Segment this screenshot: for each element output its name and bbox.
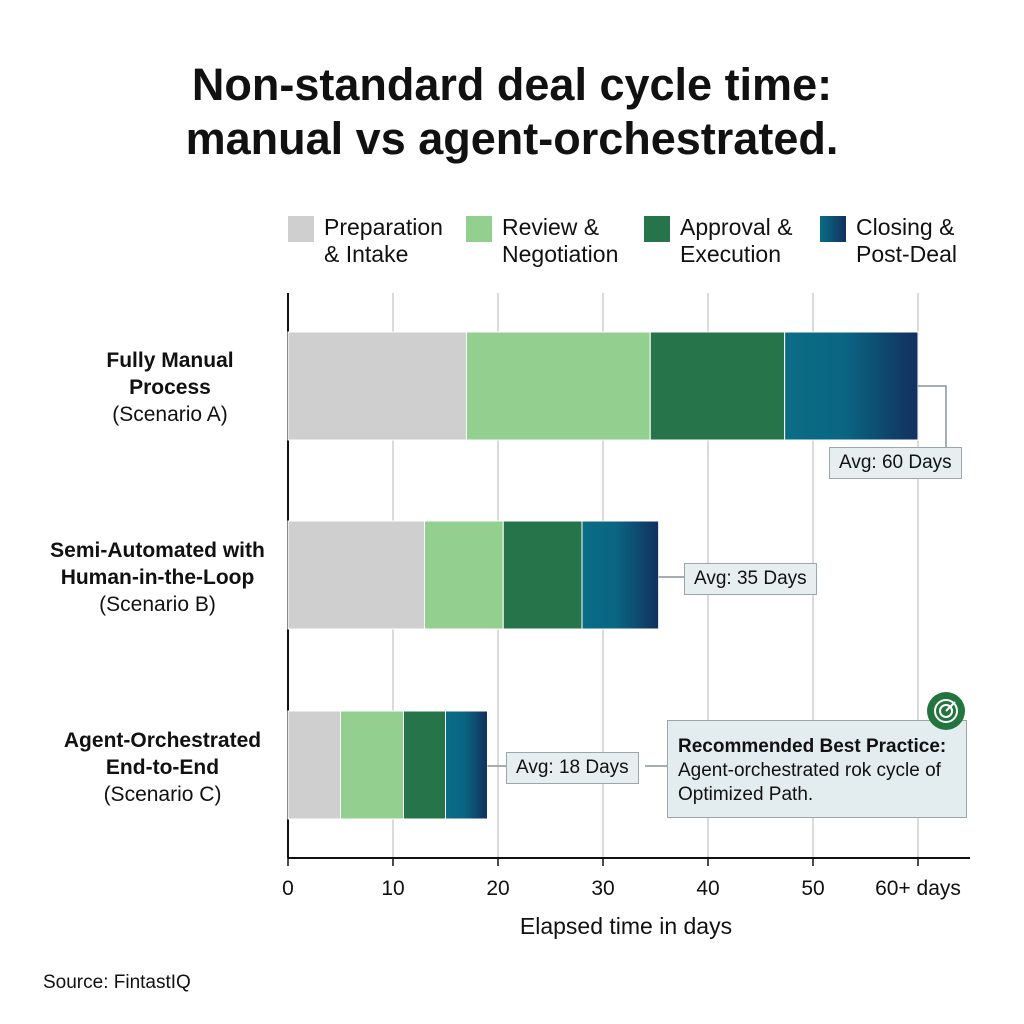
x-tick-label: 30 [591, 877, 614, 900]
category-label-a: Fully Manual Process (Scenario A) [106, 349, 234, 426]
legend-swatch [288, 216, 314, 242]
legend-swatch [820, 216, 846, 242]
recommendation-box: Recommended Best Practice: Agent-orchest… [667, 720, 967, 818]
bar-segment-review [340, 710, 404, 820]
bar-segment-preparation [287, 520, 425, 630]
source-note: Source: FintastIQ [43, 972, 191, 993]
category-label-c: Agent-Orchestrated End-to-End (Scenario C) [63, 729, 262, 806]
x-tick-label: 10 [381, 877, 404, 900]
bar-segment-approval [403, 710, 446, 820]
bar-segment-preparation [287, 331, 467, 441]
x-axis-label: Elapsed time in days [519, 913, 733, 939]
bar-segment-closing [581, 520, 660, 630]
legend-swatch [644, 216, 670, 242]
bar-segment-review [424, 520, 504, 630]
legend-swatch [466, 216, 492, 242]
target-icon [927, 692, 965, 730]
x-tick-label: 60+ days [875, 877, 961, 900]
legend-item-preparation: Preparation & Intake [288, 214, 443, 268]
x-tick-label: 0 [282, 877, 294, 900]
legend-item-approval: Approval & Execution [644, 214, 793, 268]
bar-segment-preparation [287, 710, 341, 820]
bar-segment-review [466, 331, 651, 441]
legend-item-review: Review & Negotiation [466, 214, 618, 268]
bar-segment-approval [502, 520, 583, 630]
bar-segment-closing [784, 331, 919, 441]
avg-callout-b: Avg: 35 Days [684, 563, 817, 595]
bar-segment-closing [445, 710, 488, 820]
bar-segment-approval [649, 331, 786, 441]
x-tick-label: 40 [696, 877, 719, 900]
legend-item-closing: Closing & Post-Deal [820, 214, 957, 268]
x-tick-label: 50 [801, 877, 824, 900]
avg-callout-a: Avg: 60 Days [829, 447, 962, 479]
chart-title: Non-standard deal cycle time: manual vs … [185, 59, 839, 164]
x-tick-label: 20 [486, 877, 509, 900]
category-label-b: Semi-Automated with Human-in-the-Loop (Sce… [50, 539, 265, 616]
callout-connector [918, 385, 947, 447]
avg-callout-c: Avg: 18 Days [506, 752, 639, 784]
